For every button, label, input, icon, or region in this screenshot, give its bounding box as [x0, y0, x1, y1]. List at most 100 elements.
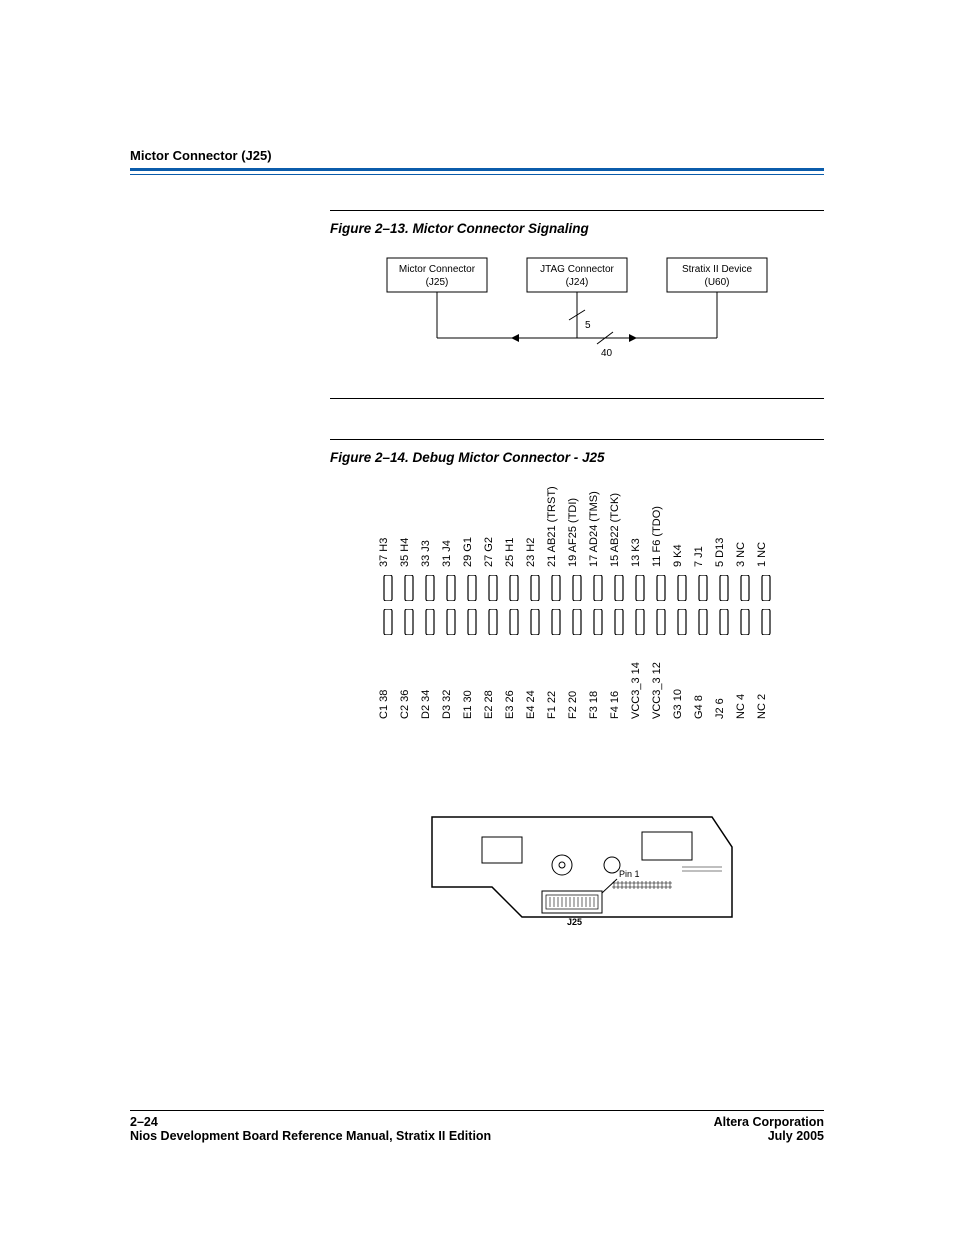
pin-pad	[483, 575, 504, 601]
pin-label: C1 38	[378, 643, 399, 719]
pin-pad	[735, 609, 756, 635]
pin-pad	[399, 575, 420, 601]
pin-pad	[546, 575, 567, 601]
pin-label: D3 32	[441, 643, 462, 719]
running-header: Mictor Connector (J25)	[130, 148, 272, 163]
pin-label: F2 20	[567, 643, 588, 719]
pin-pad	[588, 609, 609, 635]
figure-rule	[330, 439, 824, 440]
figure-2: Figure 2–14. Debug Mictor Connector - J2…	[330, 439, 824, 927]
pin-label: 9 K4	[672, 477, 693, 567]
pin-label: 3 NC	[735, 477, 756, 567]
j25-ref: J25	[567, 917, 582, 927]
pin-pad	[672, 575, 693, 601]
pin-pad	[714, 575, 735, 601]
pin-pad	[567, 609, 588, 635]
pin-label: 31 J4	[441, 477, 462, 567]
pin-pad	[441, 575, 462, 601]
figure-rule	[330, 210, 824, 211]
pin-label: C2 36	[399, 643, 420, 719]
device-box-line1: Stratix II Device	[682, 264, 752, 275]
pin-pad	[504, 609, 525, 635]
pin-label: 7 J1	[693, 477, 714, 567]
pin-pad	[735, 575, 756, 601]
pin-pad	[378, 609, 399, 635]
page: Mictor Connector (J25) Figure 2–13. Mict…	[0, 0, 954, 1235]
pin-label: F3 18	[588, 643, 609, 719]
footer-company: Altera Corporation	[714, 1115, 824, 1129]
page-footer: 2–24 Altera Corporation Nios Development…	[130, 1110, 824, 1143]
pin-label: 37 H3	[378, 477, 399, 567]
pin-pad	[693, 609, 714, 635]
pin-labels-bottom: C1 38C2 36D2 34D3 32E1 30E2 28E3 26E4 24…	[330, 643, 824, 719]
pin-label: 23 H2	[525, 477, 546, 567]
pin-pad	[630, 575, 651, 601]
pin-label: G3 10	[672, 643, 693, 719]
pin-label: NC 2	[756, 643, 777, 719]
pin-pad	[630, 609, 651, 635]
pin-labels-top: 37 H335 H433 J331 J429 G127 G225 H123 H2…	[330, 477, 824, 567]
pin-label: 17 AD24 (TMS)	[588, 477, 609, 567]
pin-pad	[525, 575, 546, 601]
pin-pad	[714, 609, 735, 635]
pin-pad	[462, 575, 483, 601]
pin-pad	[546, 609, 567, 635]
pin-label: 5 D13	[714, 477, 735, 567]
pin-label: J2 6	[714, 643, 735, 719]
pin-label: VCC3_3 14	[630, 643, 651, 719]
figure-caption: Figure 2–13. Mictor Connector Signaling	[330, 221, 824, 236]
pin-pad	[588, 575, 609, 601]
device-box-line2: (U60)	[704, 277, 729, 288]
pin-label: NC 4	[735, 643, 756, 719]
pin-label: 25 H1	[504, 477, 525, 567]
pin-label: 35 H4	[399, 477, 420, 567]
footer-doc-title: Nios Development Board Reference Manual,…	[130, 1129, 491, 1143]
pin-label: 33 J3	[420, 477, 441, 567]
pin-label: 29 G1	[462, 477, 483, 567]
main-content: Figure 2–13. Mictor Connector Signaling …	[330, 210, 824, 927]
pin-pad	[483, 609, 504, 635]
pin-pad	[378, 575, 399, 601]
mictor-box-line2: (J25)	[426, 277, 449, 288]
pin-row-even	[378, 609, 777, 635]
figure-caption: Figure 2–14. Debug Mictor Connector - J2…	[330, 450, 824, 465]
pin-label: 15 AB22 (TCK)	[609, 477, 630, 567]
pin-pad	[567, 575, 588, 601]
mictor-box-line1: Mictor Connector	[399, 264, 476, 275]
pin-label: 11 F6 (TDO)	[651, 477, 672, 567]
pin-label: E2 28	[483, 643, 504, 719]
pin-pad	[399, 609, 420, 635]
pin-label: F1 22	[546, 643, 567, 719]
pin-label: E4 24	[525, 643, 546, 719]
header-rule	[130, 168, 824, 175]
figure-rule	[330, 398, 824, 399]
pin-pad	[756, 609, 777, 635]
pin-label: F4 16	[609, 643, 630, 719]
pin-pad	[651, 575, 672, 601]
pin-pad	[651, 609, 672, 635]
pin-label: 13 K3	[630, 477, 651, 567]
pin-pad	[420, 575, 441, 601]
pin-pad	[525, 609, 546, 635]
pin-pad	[504, 575, 525, 601]
pin-label: 27 G2	[483, 477, 504, 567]
figure-1-diagram: Mictor Connector (J25) JTAG Connector (J…	[330, 248, 824, 388]
pin-pad	[609, 575, 630, 601]
pin-label: VCC3_3 12	[651, 643, 672, 719]
pin-label: 21 AB21 (TRST)	[546, 477, 567, 567]
pin-pad	[420, 609, 441, 635]
pin-label: 19 AF25 (TDI)	[567, 477, 588, 567]
edge-label-40: 40	[601, 348, 613, 359]
edge-label-5: 5	[585, 320, 591, 331]
pin-pad	[441, 609, 462, 635]
footer-page-number: 2–24	[130, 1115, 158, 1129]
pin-pad	[609, 609, 630, 635]
pin1-label: Pin 1	[619, 869, 640, 879]
pin-label: E1 30	[462, 643, 483, 719]
connector-pinout: 37 H335 H433 J331 J429 G127 G225 H123 H2…	[330, 477, 824, 777]
pin-pad	[693, 575, 714, 601]
pin-pad	[672, 609, 693, 635]
pin-pad	[462, 609, 483, 635]
jtag-box-line1: JTAG Connector	[540, 264, 614, 275]
pin-label: 1 NC	[756, 477, 777, 567]
